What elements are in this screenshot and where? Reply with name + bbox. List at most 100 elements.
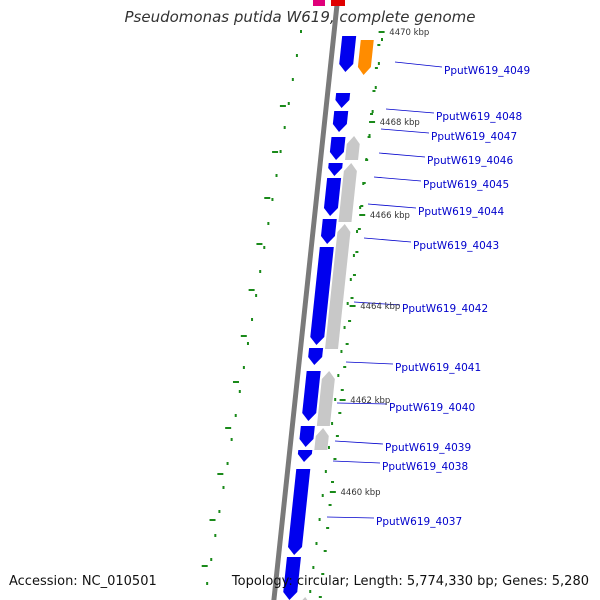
gc-dot <box>312 566 315 569</box>
label-leader-line <box>380 128 430 134</box>
forward-gene <box>283 557 301 600</box>
minor-tick <box>333 458 337 460</box>
minor-tick <box>367 136 371 138</box>
accession-label: Accession: NC_010501 <box>9 574 157 589</box>
label-leader-line <box>378 152 426 158</box>
gc-dot <box>343 326 346 329</box>
kbp-tick <box>378 31 385 33</box>
gene-label: PputW619_4044 <box>418 206 504 218</box>
trace-tick <box>240 335 247 337</box>
minor-tick <box>355 251 359 253</box>
gene-label: PputW619_4038 <box>382 461 468 473</box>
gc-dot <box>327 446 330 449</box>
label-leader-line <box>394 61 443 68</box>
forward-gene <box>308 348 324 365</box>
kbp-label: 4464 kbp <box>360 302 400 312</box>
kbp-label: 4468 kbp <box>380 118 420 128</box>
gc-dot <box>352 254 355 257</box>
gc-dot <box>279 150 282 153</box>
minor-tick <box>352 274 356 276</box>
kbp-label: 4460 kbp <box>341 488 381 498</box>
gc-dot <box>349 278 352 281</box>
label-leader-line <box>363 237 412 243</box>
gene-label: PputW619_4042 <box>402 303 488 315</box>
kbp-label-track: 4470 kbp 4468 kbp 4466 kbp 4464 kbp 4462 kbp… <box>341 28 430 498</box>
gc-dot <box>337 374 340 377</box>
gene-label: PputW619_4039 <box>385 442 471 454</box>
gc-dot <box>271 198 274 201</box>
gene-label: PputW619_4041 <box>395 362 481 374</box>
tick-track <box>201 31 385 598</box>
gene-partial-magenta <box>313 0 325 6</box>
forward-gene <box>339 36 357 72</box>
gene-track <box>283 0 374 600</box>
trace-tick <box>272 151 279 153</box>
gc-dot <box>321 494 324 497</box>
trace-tick <box>248 289 255 291</box>
gc-dot <box>295 54 298 57</box>
label-leader-line <box>373 176 422 182</box>
trace-tick <box>209 519 216 521</box>
gc-dot <box>251 318 254 321</box>
gc-dot <box>234 414 237 417</box>
kbp-label: 4466 kbp <box>370 211 410 221</box>
label-leader-line <box>385 108 435 114</box>
gene-label: PputW619_4047 <box>431 131 517 143</box>
minor-tick <box>372 90 376 92</box>
gene-label: PputW619_4048 <box>436 111 522 123</box>
trace-tick <box>217 473 224 475</box>
minor-tick <box>321 573 325 575</box>
reverse-gene <box>338 163 357 222</box>
minor-tick <box>318 596 322 598</box>
gc-dot <box>356 230 359 233</box>
minor-tick <box>340 389 344 391</box>
gc-dot <box>377 62 380 65</box>
gc-dot <box>359 206 362 209</box>
gc-dot <box>334 398 337 401</box>
minor-tick <box>374 67 378 69</box>
minor-tick <box>348 320 352 322</box>
gc-dot <box>309 590 312 593</box>
gene-label: PputW619_4040 <box>389 402 475 414</box>
gc-dot <box>300 30 302 33</box>
gc-dot <box>267 222 270 225</box>
forward-gene <box>302 371 321 421</box>
label-leader-line <box>345 361 394 365</box>
kbp-tick <box>329 491 336 493</box>
forward-gene <box>328 163 343 176</box>
minor-tick <box>370 113 374 115</box>
minor-tick <box>350 297 354 299</box>
kbp-tick <box>339 399 346 401</box>
minor-tick <box>323 550 327 552</box>
gc-dot <box>324 470 327 473</box>
forward-gene <box>332 111 349 132</box>
gc-dot <box>206 582 209 585</box>
forward-gene <box>320 219 337 244</box>
reverse-gene <box>325 224 351 349</box>
gc-dot <box>246 342 249 345</box>
gc-dot <box>381 38 383 41</box>
gc-dot <box>218 510 221 513</box>
gc-dot <box>346 302 349 305</box>
kbp-label: 4470 kbp <box>389 28 429 38</box>
minor-tick <box>345 343 349 345</box>
gene-label: PputW619_4046 <box>427 155 513 167</box>
forward-gene <box>329 137 346 160</box>
forward-gene <box>299 426 315 447</box>
gc-dot <box>318 518 321 521</box>
gene-label: PputW619_4037 <box>376 516 462 528</box>
minor-tick <box>331 481 335 483</box>
forward-gene <box>288 469 311 555</box>
kbp-tick <box>349 305 356 307</box>
gc-dot <box>222 486 225 489</box>
gc-dot <box>230 438 233 441</box>
gc-dot <box>275 174 278 177</box>
gc-dot <box>368 134 371 137</box>
minor-tick <box>360 205 364 207</box>
trace-tick <box>279 105 286 107</box>
trace-tick <box>256 243 263 245</box>
highlighted-gene <box>357 40 374 75</box>
gc-dot <box>374 86 377 89</box>
